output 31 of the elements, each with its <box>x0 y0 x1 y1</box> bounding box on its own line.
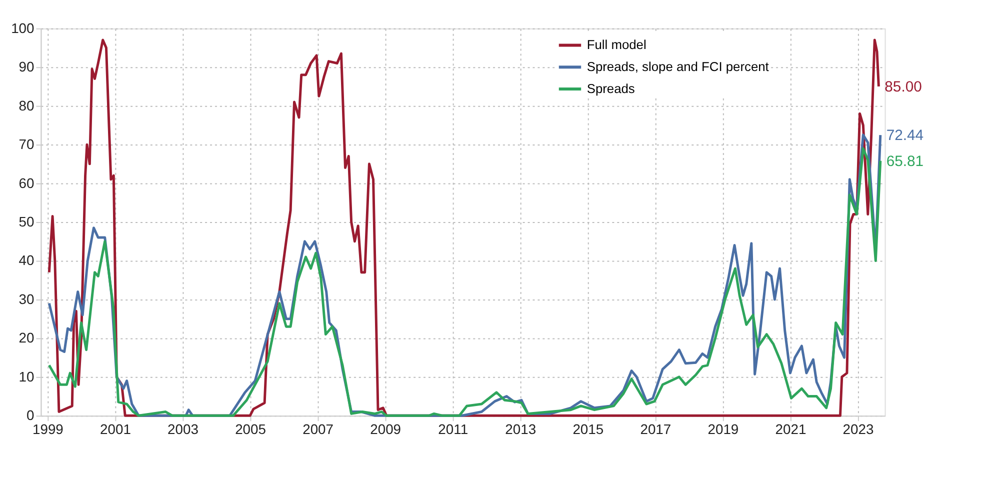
data-label: 85.00 <box>884 79 922 96</box>
x-tick-label: 2003 <box>168 421 199 438</box>
legend-label: Spreads, slope and FCI percent <box>586 59 770 74</box>
legend-label: Full model <box>586 37 646 52</box>
x-tick-label: 2009 <box>370 421 402 438</box>
x-tick-label: 1999 <box>32 421 64 438</box>
x-tick-label: 2001 <box>100 421 132 438</box>
y-tick-label: 90 <box>18 58 35 75</box>
x-tick-label: 2021 <box>775 421 806 438</box>
x-tick-label: 2019 <box>708 421 739 438</box>
y-tick-label: 50 <box>18 213 35 230</box>
y-tick-label: 60 <box>18 174 35 191</box>
y-tick-label: 30 <box>18 290 35 307</box>
x-tick-label: 2013 <box>505 421 536 438</box>
data-label: 65.81 <box>886 154 924 170</box>
y-tick-label: 40 <box>18 252 35 268</box>
y-tick-label: 80 <box>18 97 35 114</box>
y-tick-label: 10 <box>18 368 35 384</box>
y-tick-label: 100 <box>11 20 35 36</box>
y-tick-label: 20 <box>18 330 35 346</box>
x-tick-label: 2005 <box>235 421 266 438</box>
line-series <box>48 38 880 417</box>
y-tick-label: 70 <box>18 136 35 152</box>
x-tick-label: 2015 <box>572 421 604 438</box>
x-tick-label: 2017 <box>640 421 672 438</box>
data-label: 72.44 <box>886 128 924 144</box>
legend-label: Spreads <box>586 80 635 96</box>
x-tick-label: 2007 <box>302 421 334 438</box>
x-tick-label: 2011 <box>438 421 468 438</box>
x-tick-label: 2023 <box>842 421 874 438</box>
y-tick-label: 0 <box>26 407 35 424</box>
